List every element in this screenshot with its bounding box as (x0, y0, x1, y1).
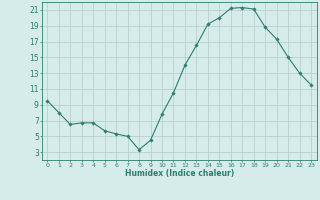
X-axis label: Humidex (Indice chaleur): Humidex (Indice chaleur) (124, 169, 234, 178)
